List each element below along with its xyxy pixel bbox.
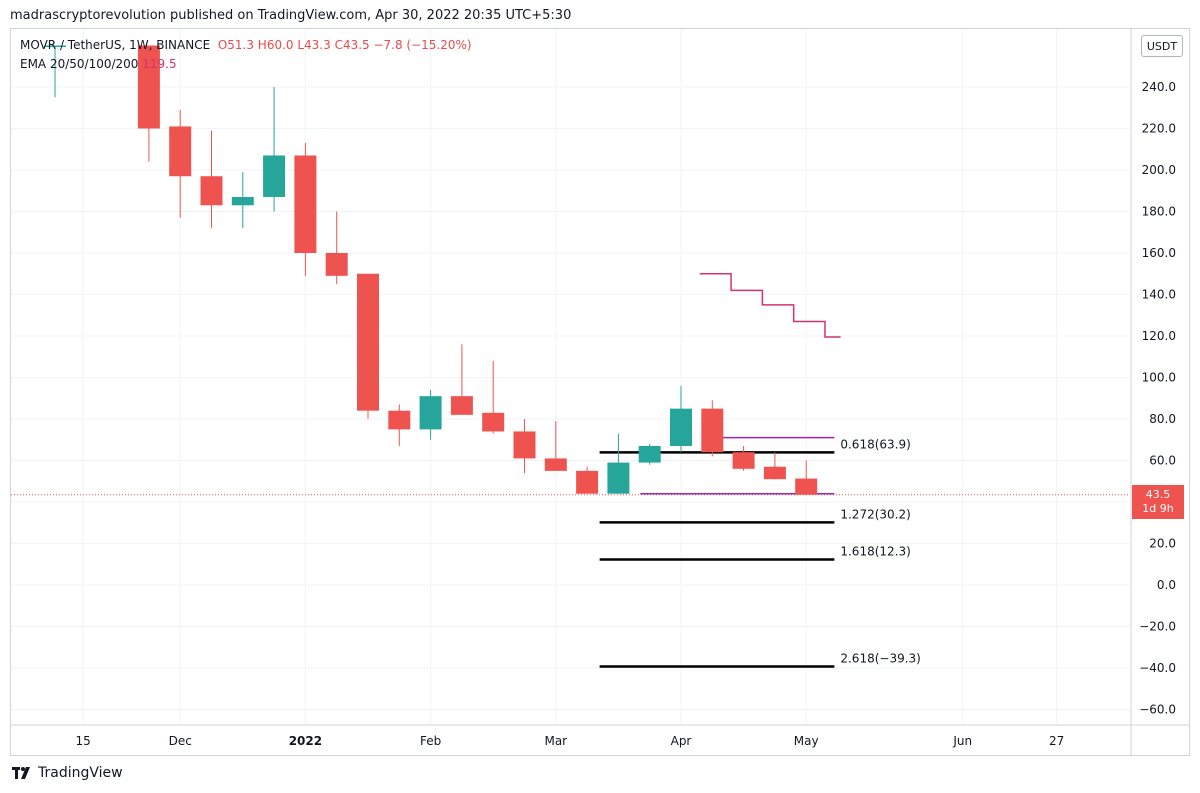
- y-tick-label: 140.0: [1142, 288, 1176, 302]
- symbol-legend[interactable]: MOVR / TetherUS, 1W, BINANCE O51.3 H60.0…: [20, 38, 472, 52]
- symbol-label: MOVR / TetherUS, 1W, BINANCE: [20, 38, 211, 52]
- x-tick-label: Jun: [952, 734, 972, 748]
- candle-up: [638, 445, 661, 463]
- x-tick-label: 27: [1049, 734, 1064, 748]
- currency-button[interactable]: USDT: [1141, 35, 1183, 57]
- candle-down: [357, 273, 379, 411]
- y-tick-label: 100.0: [1142, 371, 1176, 385]
- candle-down: [294, 155, 317, 253]
- chart-frame: [10, 28, 1190, 756]
- y-tick-label: 80.0: [1149, 412, 1176, 426]
- candle-up: [44, 45, 66, 47]
- candle-down: [200, 176, 223, 206]
- x-tick-label: 15: [76, 734, 91, 748]
- y-tick-label: −40.0: [1139, 661, 1176, 675]
- y-tick-label: 0.0: [1157, 578, 1176, 592]
- y-tick-label: 160.0: [1142, 246, 1176, 260]
- y-tick-label: 60.0: [1149, 454, 1176, 468]
- ema-legend[interactable]: EMA 20/50/100/200 119.5: [20, 57, 177, 71]
- tradingview-logo-icon: [12, 767, 30, 779]
- candle-down: [576, 470, 599, 494]
- x-axis-ticks: 15 Dec 2022 Feb Mar Apr May Jun 27: [76, 734, 1065, 748]
- candle-up: [670, 408, 692, 446]
- last-price-tag: 43.5 1d 9h: [1132, 485, 1184, 519]
- x-tick-label: Mar: [544, 734, 567, 748]
- y-tick-label: 120.0: [1142, 329, 1176, 343]
- candles: [44, 45, 818, 496]
- fib-level-label: 0.618(63.9): [840, 437, 910, 451]
- y-tick-label: 180.0: [1142, 205, 1176, 219]
- y-tick-label: 20.0: [1149, 537, 1176, 551]
- candle-down: [732, 452, 755, 469]
- y-tick-label: −20.0: [1139, 620, 1176, 634]
- candle-up: [607, 462, 630, 494]
- x-tick-label: May: [794, 734, 819, 748]
- candle-down: [137, 45, 160, 129]
- fib-level-label: 1.272(30.2): [840, 507, 910, 521]
- last-price-value: 43.5: [1145, 488, 1171, 501]
- countdown-value: 1d 9h: [1142, 502, 1174, 515]
- candle-up: [263, 155, 286, 197]
- x-tick-label: Feb: [420, 734, 441, 748]
- ema-label: EMA 20/50/100/200: [20, 57, 139, 71]
- fib-level-label: 2.618(−39.3): [840, 652, 921, 666]
- candle-down: [513, 431, 536, 459]
- y-tick-label: −60.0: [1139, 703, 1176, 717]
- candle-down: [544, 458, 567, 471]
- ema-path: [699, 273, 841, 338]
- candle-down: [388, 410, 411, 430]
- axis-separators: [11, 29, 1189, 755]
- ohlc-values: O51.3 H60.0 L43.3 C43.5 −7.8 (−15.20%): [217, 38, 472, 52]
- candle-down: [482, 412, 505, 432]
- x-tick-label: Dec: [169, 734, 192, 748]
- candle-down: [701, 408, 724, 453]
- candle-up: [231, 196, 254, 206]
- candle-down: [795, 478, 818, 495]
- fib-level-label: 1.618(12.3): [840, 544, 910, 558]
- y-tick-label: 240.0: [1142, 80, 1176, 94]
- y-axis-ticks: −60.0−40.0−20.00.020.040.060.080.0100.01…: [1139, 80, 1176, 717]
- x-tick-label: 2022: [289, 734, 322, 748]
- footer-brand: TradingView: [38, 765, 123, 781]
- ema-line: [699, 273, 841, 338]
- ema-value: 119.5: [142, 57, 177, 71]
- fibonacci-levels: 0.618(63.9) 1.272(30.2) 1.618(12.3) 2.618(−…: [599, 437, 921, 668]
- y-tick-label: 200.0: [1142, 163, 1176, 177]
- candle-down: [325, 253, 348, 276]
- candle-down: [763, 466, 786, 480]
- grid-lines: [11, 29, 1130, 724]
- y-tick-label: 220.0: [1142, 122, 1176, 136]
- x-tick-label: Apr: [671, 734, 692, 748]
- publisher-line: madrascryptorevolution published on Trad…: [10, 8, 572, 23]
- candle-down: [169, 126, 192, 177]
- tradingview-footer[interactable]: TradingView: [12, 765, 123, 781]
- candle-down: [450, 396, 473, 415]
- candle-up: [419, 396, 442, 430]
